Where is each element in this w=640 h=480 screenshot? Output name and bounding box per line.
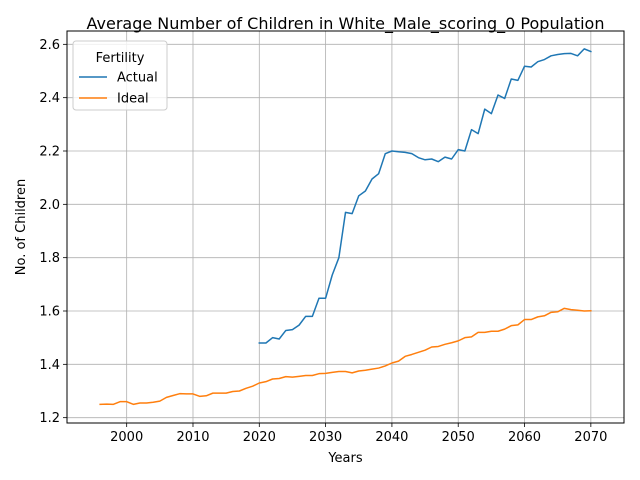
x-tick-label: 2060 xyxy=(508,430,541,445)
y-tick-label: 1.2 xyxy=(39,411,60,426)
grid xyxy=(67,31,624,423)
x-axis: 2000 2010 2020 2030 2040 2050 2060 2070 xyxy=(110,423,607,445)
x-tick-label: 2030 xyxy=(309,430,342,445)
x-tick-label: 2020 xyxy=(243,430,276,445)
x-tick-label: 2050 xyxy=(442,430,475,445)
x-tick-label: 2040 xyxy=(375,430,408,445)
legend-entries: Actual Ideal xyxy=(79,71,158,107)
legend-label-actual: Actual xyxy=(117,71,158,86)
y-tick-label: 1.4 xyxy=(39,358,60,373)
x-tick-label: 2070 xyxy=(574,430,607,445)
series-line-actual xyxy=(258,48,592,344)
y-tick-label: 2.0 xyxy=(39,198,60,213)
y-tick-label: 1.8 xyxy=(39,251,60,266)
chart-title: Average Number of Children in White_Male… xyxy=(87,14,605,34)
x-tick-label: 2010 xyxy=(176,430,209,445)
y-axis-title: No. of Children xyxy=(14,179,29,275)
legend-label-ideal: Ideal xyxy=(117,92,149,107)
y-tick-label: 1.6 xyxy=(39,305,60,320)
series-group xyxy=(99,48,592,406)
legend-title: Fertility xyxy=(96,51,145,66)
legend: Fertility Actual Ideal xyxy=(72,40,168,111)
series-line-ideal xyxy=(99,307,592,406)
legend-box xyxy=(72,40,168,111)
y-tick-label: 2.4 xyxy=(39,91,60,106)
y-tick-label: 2.6 xyxy=(39,38,60,53)
x-tick-label: 2000 xyxy=(110,430,143,445)
plot-frame xyxy=(66,30,625,424)
x-axis-title: Years xyxy=(327,451,363,466)
y-tick-label: 2.2 xyxy=(39,145,60,160)
y-axis: 1.2 1.4 1.6 1.8 2.0 2.2 2.4 2.6 xyxy=(39,38,67,426)
